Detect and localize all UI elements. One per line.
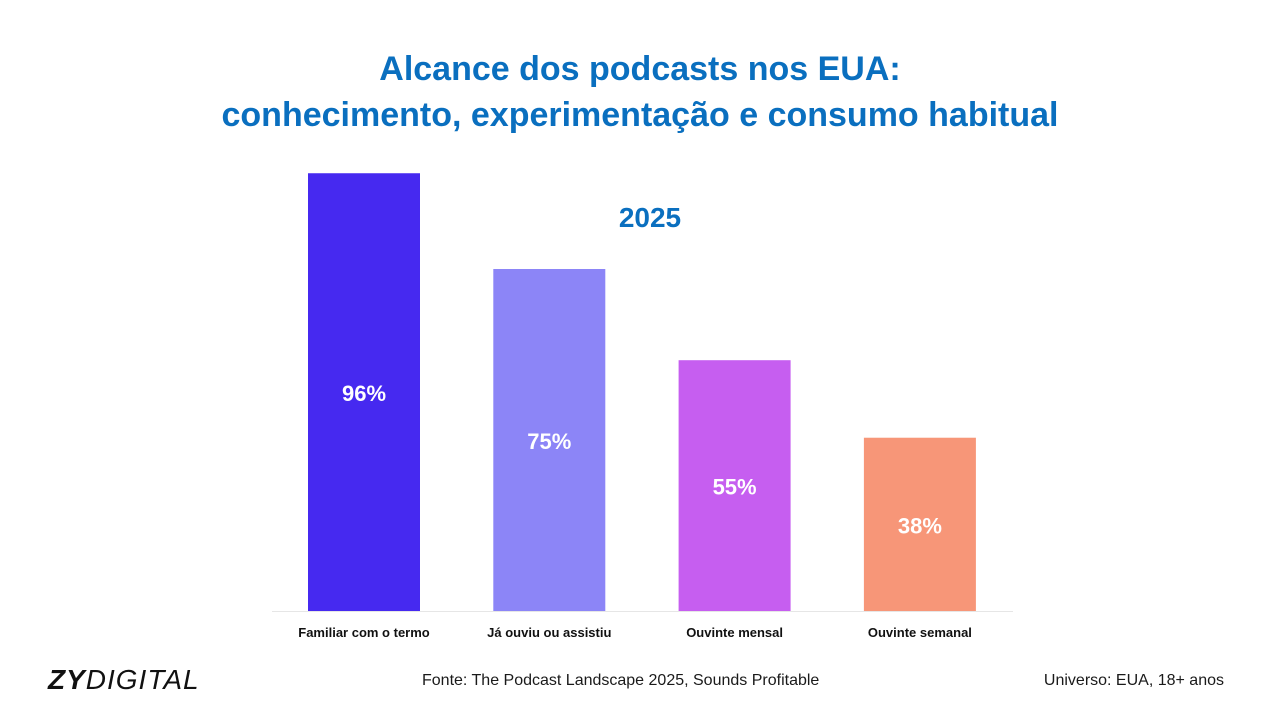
chart-title: Alcance dos podcasts nos EUA: conhecimen…	[0, 46, 1280, 138]
logo-bold: ZY	[48, 664, 86, 695]
bars-group: 96% Familiar com o termo 75% Já ouviu ou as…	[298, 173, 976, 640]
x-tick-label: Já ouviu ou assistiu	[487, 625, 611, 640]
bar-value-label: 75%	[527, 429, 571, 454]
source-note: Fonte: The Podcast Landscape 2025, Sound…	[422, 672, 820, 689]
zydigital-logo: ZYDIGITAL	[48, 664, 200, 696]
x-tick-label: Ouvinte mensal	[686, 625, 783, 640]
universe-note: Universo: EUA, 18+ anos	[1043, 672, 1224, 689]
bar-1	[308, 173, 420, 612]
bar-value-label: 38%	[898, 513, 942, 538]
title-line-1: Alcance dos podcasts nos EUA:	[379, 50, 901, 88]
bar-4	[863, 437, 976, 611]
bar-value-label: 96%	[342, 381, 386, 406]
bar-3	[678, 360, 791, 611]
title-line-2: conhecimento, experimentação e consumo h…	[221, 96, 1059, 134]
bar-2	[493, 269, 606, 611]
bar-value-label: 55%	[713, 475, 757, 500]
logo-light: DIGITAL	[85, 664, 200, 695]
x-tick-label: Familiar com o termo	[298, 625, 430, 640]
x-tick-label: Ouvinte semanal	[868, 625, 972, 640]
chart-subtitle-year: 2025	[619, 202, 681, 233]
